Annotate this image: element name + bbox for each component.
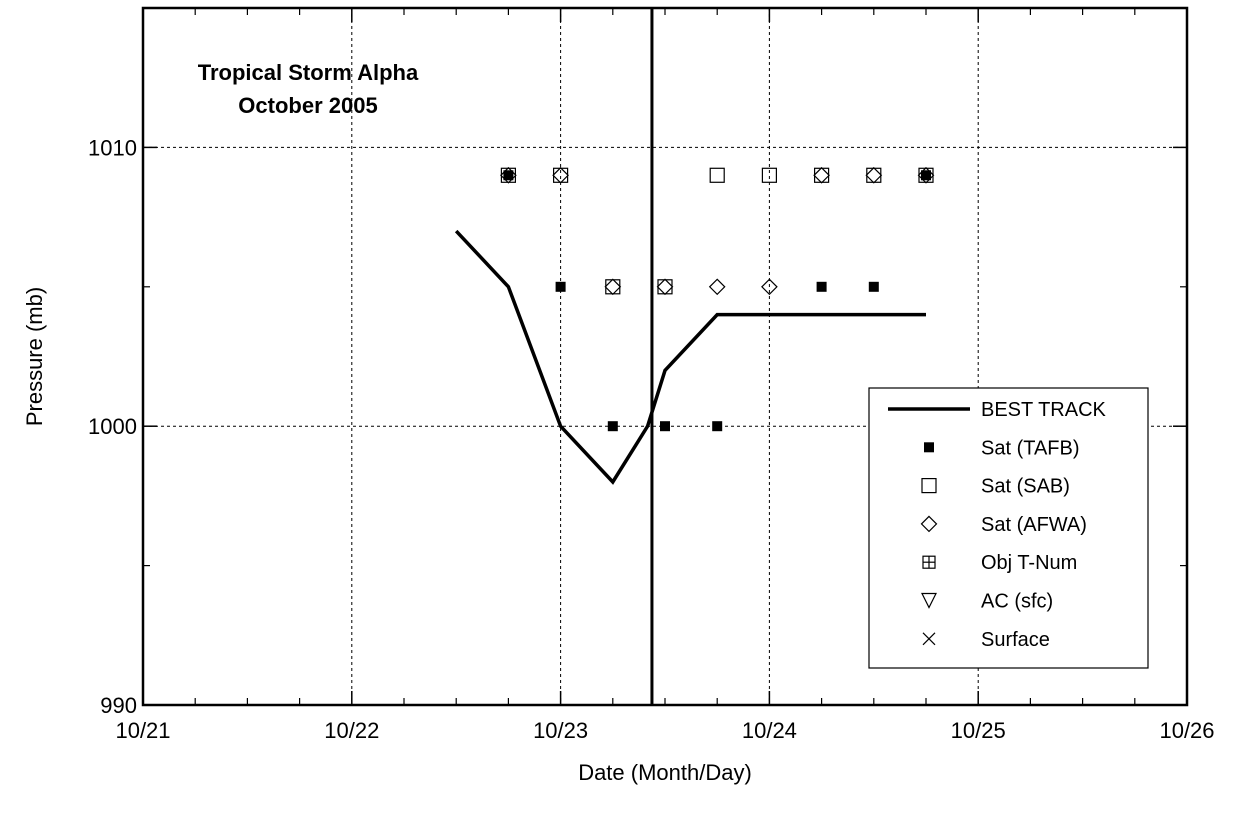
- open-square-mark: [761, 167, 778, 183]
- y-axis-title: Pressure (mb): [22, 287, 47, 426]
- marker-diamond: [761, 278, 778, 296]
- x-tick-label: 10/25: [951, 718, 1006, 743]
- marker-filled-square: [816, 281, 827, 292]
- filled-square-mark: [924, 442, 934, 453]
- legend-item: BEST TRACK: [888, 399, 1107, 421]
- open-square-mark: [657, 279, 673, 295]
- marker-diamond: [920, 515, 938, 533]
- best-track-line: [454, 229, 926, 485]
- legend-item: Sat (SAB): [921, 476, 1070, 498]
- plot-frame: [141, 6, 1189, 707]
- open-square-mark: [866, 167, 882, 183]
- marker-open-square: [761, 167, 778, 183]
- marker-filled-square: [503, 170, 514, 181]
- diamond-mark: [761, 278, 778, 296]
- legend-item: Surface: [922, 629, 1050, 651]
- diamond-mark: [920, 515, 938, 533]
- x-tick-label: 10/21: [115, 718, 170, 743]
- marker-filled-square: [712, 421, 723, 432]
- diamond-mark: [708, 278, 726, 296]
- diamond-mark: [500, 166, 517, 184]
- diamond-mark: [813, 166, 830, 184]
- legend-box: [868, 387, 1149, 669]
- marker-open-square: [605, 279, 621, 295]
- x-tick-label: 10/26: [1159, 718, 1214, 743]
- marker-open-square: [709, 167, 725, 183]
- x-tick-label: 10/24: [742, 718, 797, 743]
- marker-filled-square: [660, 421, 670, 432]
- x-tick-label: 10/23: [533, 718, 588, 743]
- diamond-mark: [917, 166, 935, 184]
- open-square-mark: [605, 279, 621, 295]
- marker-open-square: [921, 478, 937, 494]
- legend-label: Sat (SAB): [981, 476, 1070, 498]
- marker-diamond: [813, 166, 830, 184]
- filled-square-mark: [555, 281, 566, 292]
- filled-square-mark: [607, 421, 618, 432]
- legend-label: AC (sfc): [981, 591, 1053, 613]
- legend-label: BEST TRACK: [981, 399, 1107, 421]
- diamond-mark: [604, 278, 622, 296]
- marker-filled-square: [555, 281, 566, 292]
- x-axis-title: Date (Month/Day): [578, 760, 752, 785]
- open-square-mark: [813, 167, 830, 183]
- marker-filled-square: [607, 421, 618, 432]
- legend-label: Obj T-Num: [981, 552, 1077, 574]
- filled-square-mark: [868, 281, 879, 292]
- diamond-mark: [865, 166, 883, 184]
- marker-x: [922, 632, 936, 646]
- marker-filled-square: [921, 170, 931, 181]
- filled-square-mark: [660, 421, 670, 432]
- diamond-mark: [552, 166, 569, 184]
- marker-open-square: [813, 167, 830, 183]
- y-tick-label: 990: [100, 693, 137, 718]
- marker-open-square: [657, 279, 673, 295]
- marker-crossed-square: [922, 555, 936, 569]
- marker-filled-square: [868, 281, 879, 292]
- tick-labels: 10/21 10/22 10/23 10/24 10/25 10/26 990 1000 101…: [88, 135, 1214, 743]
- x-tick-label: 10/22: [324, 718, 379, 743]
- marker-diamond: [500, 166, 517, 184]
- marker-diamond: [552, 166, 569, 184]
- legend: BEST TRACK Sat (TAFB) Sat (SAB) Sat (AFWA) O…: [868, 387, 1149, 669]
- open-square-mark: [709, 167, 725, 183]
- diamond-mark: [656, 278, 674, 296]
- legend-label: Sat (AFWA): [981, 514, 1087, 536]
- x-mark-b: [922, 632, 936, 646]
- filled-square-mark: [503, 170, 514, 181]
- marker-down-triangle: [921, 592, 937, 609]
- legend-item: AC (sfc): [921, 591, 1053, 613]
- series-layer: [454, 8, 935, 705]
- legend-item: Obj T-Num: [922, 552, 1077, 574]
- marker-diamond: [604, 278, 622, 296]
- filled-square-mark: [816, 281, 827, 292]
- marker-diamond: [917, 166, 935, 184]
- marker-diamond: [865, 166, 883, 184]
- down-triangle-mark: [921, 592, 937, 609]
- open-square-mark: [921, 478, 937, 494]
- legend-label: Surface: [981, 629, 1050, 651]
- chart-subtitle: October 2005: [238, 93, 377, 118]
- legend-item: Sat (TAFB): [924, 437, 1080, 459]
- filled-square-mark: [712, 421, 723, 432]
- chart-title: Tropical Storm Alpha: [198, 60, 419, 85]
- marker-diamond: [708, 278, 726, 296]
- y-tick-label: 1010: [88, 135, 137, 160]
- legend-item: Sat (AFWA): [920, 514, 1087, 536]
- legend-label: Sat (TAFB): [981, 437, 1080, 459]
- filled-square-mark: [921, 170, 931, 181]
- marker-diamond: [656, 278, 674, 296]
- y-tick-label: 1000: [88, 414, 137, 439]
- marker-open-square: [866, 167, 882, 183]
- marker-filled-square: [924, 442, 934, 453]
